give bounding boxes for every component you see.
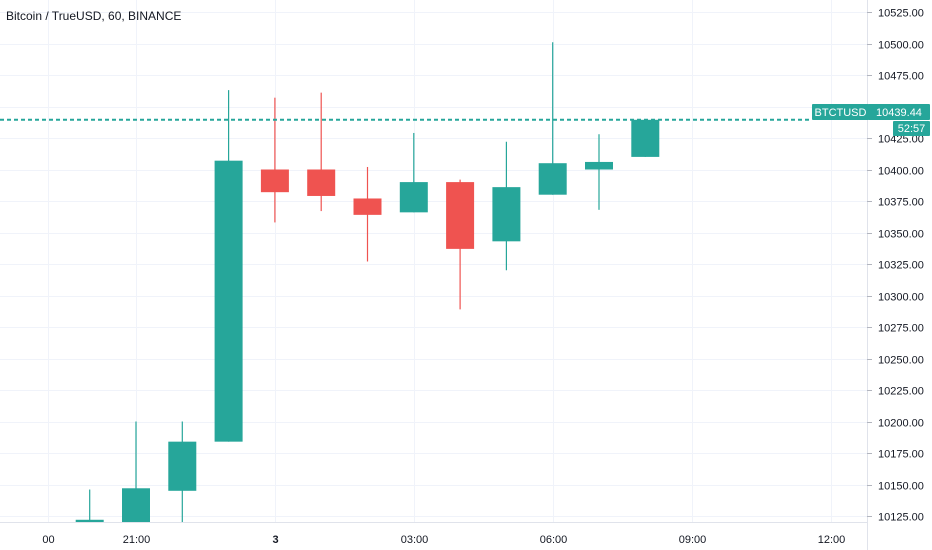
candle[interactable] [492,141,521,271]
candle[interactable] [260,97,289,223]
candle-body [122,488,150,522]
y-tick-label: 10500.00 [878,40,924,52]
candle-body [538,163,567,195]
candle-body [168,441,197,491]
candles [75,42,660,523]
y-tick-label: 10375.00 [878,197,924,209]
candle[interactable] [353,166,382,262]
candle-body [631,119,660,157]
y-tick-label: 10250.00 [878,355,924,367]
price-badges: BTCTUSD 10439.44 52:57 [812,104,930,136]
countdown-label: 52:57 [898,123,926,135]
grid [0,0,867,522]
candle[interactable] [168,421,197,523]
y-tick-label: 10425.00 [878,134,924,146]
countdown-badge [893,121,930,136]
candle[interactable] [75,489,104,522]
x-tick-label: 06:00 [540,534,568,546]
current-price-label: 10439.44 [876,107,922,119]
candle-body [214,160,243,442]
x-tick-label: 12:00 [818,534,846,546]
candle-body [260,169,289,193]
candle[interactable] [446,179,475,310]
x-tick-label: 00 [42,534,54,546]
x-tick-label: 21:00 [123,534,151,546]
candle-body [353,198,382,215]
y-tick-label: 10125.00 [878,512,924,524]
candle-body [446,182,475,249]
candle[interactable] [122,421,150,523]
y-tick-label: 10525.00 [878,8,924,20]
x-tick-label: 3 [272,534,278,546]
y-tick-label: 10150.00 [878,481,924,493]
current-price-badge [868,104,930,120]
chart-title: Bitcoin / TrueUSD, 60, BINANCE [6,9,182,23]
time-axis[interactable]: 00 21:00 3 03:00 06:00 09:00 12:00 [42,534,845,546]
y-tick-label: 10275.00 [878,323,924,335]
candle[interactable] [399,132,428,213]
candle-body [307,169,336,196]
candle-body [75,519,104,522]
y-tick-label: 10300.00 [878,292,924,304]
y-tick-label: 10475.00 [878,71,924,83]
symbol-badge-label: BTCTUSD [815,107,867,119]
price-axis[interactable]: 10525.0010500.0010475.0010450.0010425.00… [867,8,924,524]
candle-body [492,187,521,242]
y-tick-label: 10175.00 [878,449,924,461]
symbol-badge [812,104,869,120]
x-tick-label: 09:00 [679,534,707,546]
x-tick-label: 03:00 [401,534,429,546]
candle[interactable] [538,42,567,195]
candle[interactable] [307,92,336,212]
y-tick-label: 10225.00 [878,386,924,398]
candle-body [399,182,428,213]
candle-body [585,161,613,170]
y-tick-label: 10350.00 [878,229,924,241]
y-tick-label: 10200.00 [878,418,924,430]
candle[interactable] [214,90,243,442]
candle[interactable] [631,119,660,157]
y-tick-label: 10325.00 [878,260,924,272]
candle[interactable] [585,134,613,210]
y-tick-label: 10400.00 [878,166,924,178]
